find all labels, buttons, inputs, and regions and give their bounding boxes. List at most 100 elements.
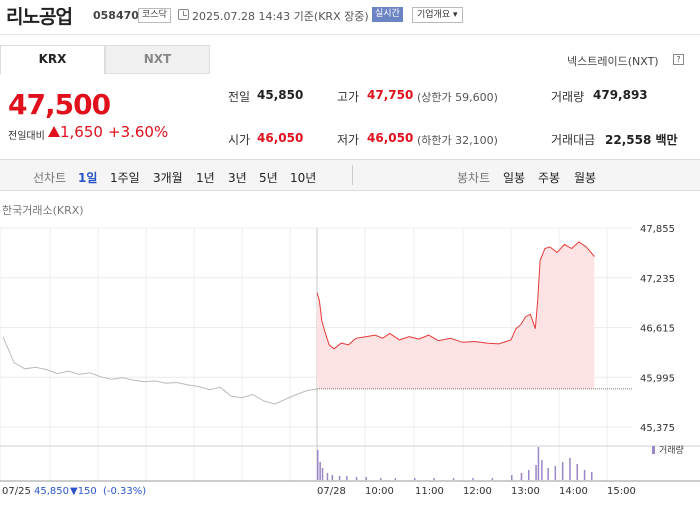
exchange-label: 한국거래소(KRX) xyxy=(2,204,84,217)
volume-bar xyxy=(338,476,341,480)
market-badge: 코스닥 xyxy=(138,8,171,23)
period-3m[interactable]: 3개월 xyxy=(153,171,183,185)
volume-bar xyxy=(326,473,329,480)
y-axis-labels: 47,855 47,235 46,615 45,995 45,375 xyxy=(640,224,675,434)
x-tick-label: 10:00 xyxy=(365,486,394,497)
line-chart-label: 선차트 xyxy=(33,171,67,185)
stock-name: 리노공업 xyxy=(6,6,73,28)
volume-bar xyxy=(321,468,324,480)
volume-bar xyxy=(537,447,540,480)
quote-datetime: 2025.07.28 14:43 기준(KRX 장중) xyxy=(192,10,369,23)
price-chart[interactable]: 47,855 47,235 46,615 45,995 45,375 xyxy=(0,215,700,482)
volume-bar xyxy=(394,478,397,480)
open-label: 시가 xyxy=(228,133,251,147)
volume-bar xyxy=(319,462,321,480)
volume-bar xyxy=(547,468,549,480)
x-tick-label: 12:00 xyxy=(463,486,492,497)
volume-bar xyxy=(355,477,358,480)
period-bar: 선차트 1일 1주일 3개월 1년 3년 5년 10년 봉차트 일봉 주봉 월봉 xyxy=(0,159,700,191)
volume-bar xyxy=(317,450,319,480)
volume-bar xyxy=(380,478,382,480)
period-divider xyxy=(352,165,353,185)
prev-day-close: 45,850 xyxy=(34,486,69,497)
low-label: 저가 xyxy=(337,133,360,147)
volume-label: 거래량 xyxy=(551,90,585,104)
today-area-fill xyxy=(317,242,595,389)
candle-chart-label: 봉차트 xyxy=(457,171,491,185)
current-price: 47,500 xyxy=(8,88,111,121)
volume-bar xyxy=(535,465,537,480)
volume-bar xyxy=(528,470,530,480)
prev-day-date: 07/25 xyxy=(2,486,31,497)
volume-bar xyxy=(472,478,474,480)
y-tick-label: 46,615 xyxy=(640,324,675,335)
volume-bar xyxy=(583,470,586,480)
header-divider xyxy=(0,34,700,35)
volume-bar xyxy=(569,458,571,480)
change-label: 전일대비 xyxy=(8,131,45,142)
low-value: 46,050 xyxy=(367,131,414,145)
volume-bars xyxy=(317,447,593,480)
period-3y[interactable]: 3년 xyxy=(228,171,247,185)
volume-bar xyxy=(346,476,348,480)
volume-bar xyxy=(541,460,543,480)
volume-bar xyxy=(554,466,557,480)
company-info-button[interactable]: 기업개요 ▾ xyxy=(412,7,463,23)
amount-label: 거래대금 xyxy=(551,133,596,147)
x-tick-label: 14:00 xyxy=(559,486,588,497)
prev-day-change-pct: (-0.33%) xyxy=(103,486,147,497)
candle-daily[interactable]: 일봉 xyxy=(503,171,526,185)
candle-weekly[interactable]: 주봉 xyxy=(538,171,561,185)
period-1d[interactable]: 1일 xyxy=(78,171,98,185)
y-tick-label: 45,995 xyxy=(640,373,675,384)
help-icon[interactable]: ? xyxy=(673,54,684,65)
tab-krx[interactable]: KRX xyxy=(0,45,105,74)
x-tick-label: 13:00 xyxy=(511,486,540,497)
candle-monthly[interactable]: 월봉 xyxy=(574,171,597,185)
volume-bar xyxy=(414,478,416,480)
x-tick-label: 07/28 xyxy=(317,486,346,497)
volume-legend: 거래량 xyxy=(659,446,684,456)
volume-bar xyxy=(433,478,435,480)
volume-bar xyxy=(452,478,455,480)
tab-nxt[interactable]: NXT xyxy=(105,45,210,74)
x-tick-label: 11:00 xyxy=(415,486,444,497)
change-value: 1,650 xyxy=(60,123,103,141)
period-1y[interactable]: 1년 xyxy=(196,171,215,185)
amount-value: 22,558 백만 xyxy=(605,133,678,147)
up-triangle-icon xyxy=(48,126,60,137)
clock-icon xyxy=(178,9,189,20)
nxt-link[interactable]: 넥스트레이드(NXT) xyxy=(567,55,659,68)
open-value: 46,050 xyxy=(257,131,304,145)
volume-bar xyxy=(491,478,494,480)
volume-bar xyxy=(511,475,513,480)
high-value: 47,750 xyxy=(367,88,414,102)
volume-bar xyxy=(520,473,523,480)
period-10y[interactable]: 10년 xyxy=(290,171,317,185)
volume-bar xyxy=(576,464,578,480)
prev-value: 45,850 xyxy=(257,88,304,102)
prev-day-line xyxy=(2,336,319,405)
volume-value: 479,893 xyxy=(593,88,648,102)
volume-legend-swatch xyxy=(652,446,655,454)
prev-day-change: ▼150 xyxy=(70,486,97,497)
y-tick-label: 45,375 xyxy=(640,423,675,434)
volume-bar xyxy=(365,477,367,480)
y-tick-label: 47,855 xyxy=(640,224,675,235)
y-tick-label: 47,235 xyxy=(640,274,675,285)
change-percent: +3.60% xyxy=(108,123,169,141)
prev-label: 전일 xyxy=(228,90,251,104)
stock-code: 058470 xyxy=(93,9,139,22)
period-1w[interactable]: 1주일 xyxy=(110,171,140,185)
high-label: 고가 xyxy=(337,90,360,104)
stock-header: 리노공업 058470 코스닥 2025.07.28 14:43 기준(KRX … xyxy=(0,0,700,30)
realtime-button[interactable]: 실시간 xyxy=(372,7,403,22)
upper-limit: (상한가 59,600) xyxy=(417,91,498,104)
volume-bar xyxy=(331,475,334,480)
x-tick-label: 15:00 xyxy=(607,486,636,497)
volume-bar xyxy=(591,472,593,480)
period-5y[interactable]: 5년 xyxy=(259,171,278,185)
volume-bar xyxy=(561,462,564,480)
today-price-line xyxy=(316,241,595,350)
lower-limit: (하한가 32,100) xyxy=(417,134,498,147)
